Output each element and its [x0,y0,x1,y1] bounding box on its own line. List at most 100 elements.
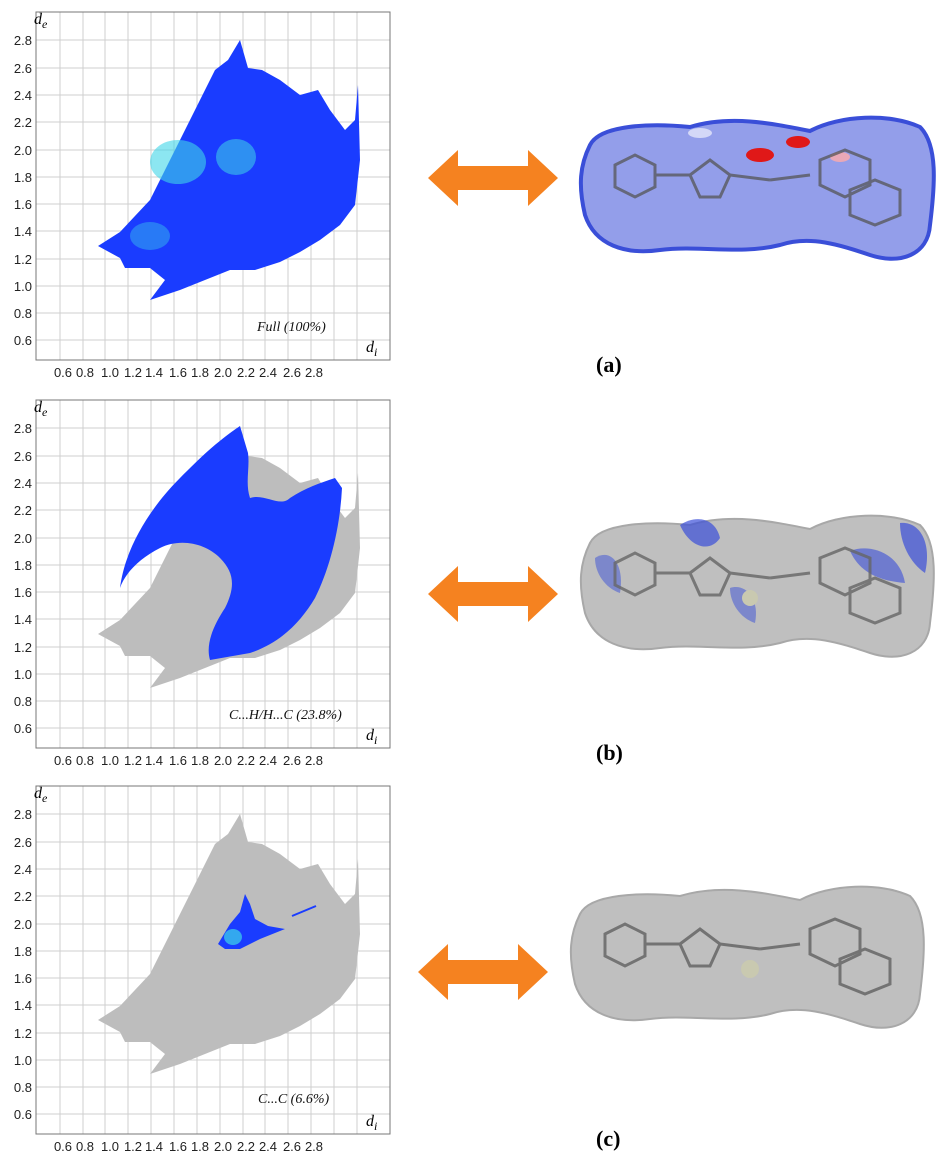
x-tick-label: 2.6 [283,365,301,380]
x-tick-label: 1.2 [124,753,142,768]
x-tick-label: 2.8 [305,365,323,380]
y-tick-label: 2.8 [14,421,32,436]
x-tick-label: 1.8 [191,1139,209,1154]
y-tick-label: 1.8 [14,558,32,573]
fingerprint-plot-b: 2.82.62.42.22.01.81.61.41.21.00.80.60.6 0… [14,399,391,768]
y-tick-label: 1.4 [14,224,32,239]
fingerprint-plot-c: 2.82.62.42.22.01.81.61.41.21.00.80.60.6 0… [14,785,391,1154]
y-tick-label: 1.8 [14,944,32,959]
y-tick-label: 2.2 [14,503,32,518]
di-axis-label: di [366,339,377,359]
x-tick-label: 0.6 [54,1139,72,1154]
y-tick-label: 2.6 [14,835,32,850]
x-tick-label: 2.0 [214,753,232,768]
y-tick-label: 0.6 [14,333,32,348]
x-tick-label: 2.0 [214,365,232,380]
y-tick-label: 2.6 [14,61,32,76]
x-tick-label: 2.2 [237,753,255,768]
fingerprint-plot-a: 2.82.62.42.22.01.81.61.41.21.00.80.60.6 0… [14,11,391,380]
y-tick-label: 1.6 [14,197,32,212]
x-tick-label: 1.6 [169,365,187,380]
fingerprint-region-b-blue [120,426,342,660]
y-tick-label: 2.0 [14,917,32,932]
y-tick-label: 1.2 [14,1026,32,1041]
x-tick-label: 1.4 [145,753,163,768]
x-tick-label: 2.4 [259,365,277,380]
panel-c: 2.8 2.6 2.4 2.2 2.0 1.8 1.6 1.4 1.2 1.0 0.8 0.6 0.6 0… [0,774,942,1159]
x-tick-label: 2.2 [237,365,255,380]
y-tick-label: 1.6 [14,585,32,600]
x-tick-label: 2.8 [305,1139,323,1154]
y-tick-label: 1.2 [14,252,32,267]
x-tick-label: 2.8 [305,753,323,768]
double-arrow-icon [418,944,548,1000]
x-tick-label: 0.6 [54,753,72,768]
y-tick-label: 0.8 [14,694,32,709]
x-tick-label: 1.2 [124,365,142,380]
x-tick-label: 1.8 [191,753,209,768]
y-tick-label: 0.6 [14,1107,32,1122]
y-tick-label: 2.2 [14,889,32,904]
hirshfeld-surface-a [578,115,936,261]
y-tick-label: 2.8 [14,33,32,48]
y-tick-label: 1.4 [14,998,32,1013]
plot-frame [35,11,391,361]
y-tick-label: 2.4 [14,88,32,103]
x-tick-label: 1.0 [101,753,119,768]
y-tick-label: 1.0 [14,667,32,682]
x-tick-label: 2.4 [259,1139,277,1154]
panel-b: 2.8 2.6 2.4 2.2 2.0 1.8 1.6 1.4 1.2 1.0 0.8 0.6 0.6 0… [0,388,942,773]
panel-label-c: (c) [596,1126,621,1151]
x-tick-label: 2.6 [283,753,301,768]
y-tick-label: 1.0 [14,279,32,294]
x-tick-label: 1.6 [169,753,187,768]
x-tick-label: 1.8 [191,365,209,380]
y-tick-label: 1.8 [14,170,32,185]
x-tick-label: 1.2 [124,1139,142,1154]
y-tick-label: 0.8 [14,1080,32,1095]
x-tick-label: 2.2 [237,1139,255,1154]
y-tick-label: 2.4 [14,862,32,877]
y-tick-label: 1.6 [14,971,32,986]
x-tick-label: 0.8 [76,365,94,380]
panel-label-a: (a) [596,352,622,377]
x-tick-label: 2.4 [259,753,277,768]
di-axis-label: di [366,1113,377,1133]
de-axis-label: de [34,11,48,31]
y-tick-label: 2.4 [14,476,32,491]
x-tick-label: 0.8 [76,1139,94,1154]
hirshfeld-surface-b [579,514,935,658]
x-tick-label: 0.8 [76,753,94,768]
y-tick-label: 2.0 [14,143,32,158]
x-tick-label: 2.0 [214,1139,232,1154]
x-tick-label: 0.6 [54,365,72,380]
de-axis-label: de [34,785,48,805]
double-arrow-icon [428,150,558,206]
x-tick-label: 1.0 [101,365,119,380]
y-tick-label: 2.2 [14,115,32,130]
y-tick-label: 2.0 [14,531,32,546]
y-tick-label: 1.4 [14,612,32,627]
plot-label-b: C...H/H...C (23.8%) [229,708,342,723]
y-tick-label: 1.0 [14,1053,32,1068]
y-tick-label: 0.8 [14,306,32,321]
double-arrow-icon [428,566,558,622]
de-axis-label: de [34,399,48,419]
y-tick-label: 1.2 [14,640,32,655]
y-tick-label: 2.6 [14,449,32,464]
plot-frame [35,785,391,1135]
y-tick-label: 2.8 [14,807,32,822]
plot-frame [35,399,391,749]
x-tick-label: 1.4 [145,365,163,380]
x-tick-label: 1.4 [145,1139,163,1154]
x-tick-label: 2.6 [283,1139,301,1154]
panel-a: 2.8 2.6 2.4 2.2 2.0 1.8 1.6 1.4 1.2 1.0 0.8 0.6 0.6 0… [0,0,942,385]
panel-label-b: (b) [596,740,623,765]
x-tick-label: 1.0 [101,1139,119,1154]
x-tick-label: 1.6 [169,1139,187,1154]
plot-label-a: Full (100%) [257,320,326,335]
y-tick-label: 0.6 [14,721,32,736]
plot-label-c: C...C (6.6%) [258,1092,330,1107]
hirshfeld-surface-c [569,885,925,1029]
di-axis-label: di [366,727,377,747]
